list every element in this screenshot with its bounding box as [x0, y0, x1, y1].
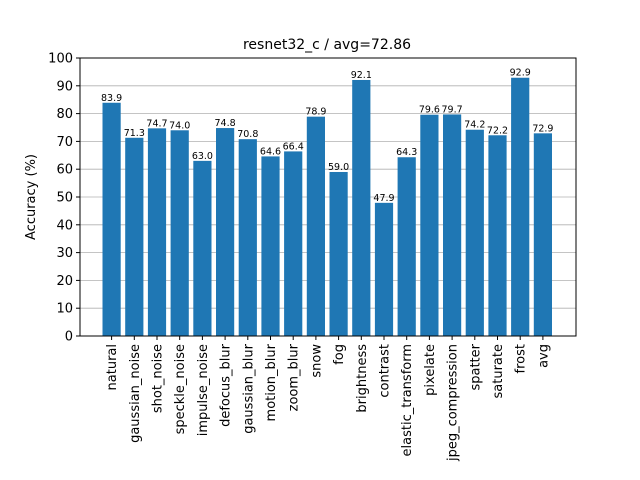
- bar: [329, 171, 348, 336]
- y-tick-label: 40: [56, 218, 73, 233]
- x-tick-label: shot_noise: [151, 344, 166, 413]
- data-label: 59.0: [328, 162, 349, 173]
- data-label: 72.2: [487, 125, 508, 136]
- y-tick-label: 60: [56, 163, 73, 178]
- bar: [511, 77, 530, 336]
- x-axis-ticks: natural gaussian_noise shot_noise speckle_n…: [105, 336, 551, 462]
- bar: [374, 202, 394, 336]
- bar: [420, 114, 439, 336]
- chart-title: resnet32_c / avg=72.86: [243, 37, 411, 53]
- bar: [216, 128, 235, 336]
- y-tick-label: 90: [56, 79, 73, 94]
- x-tick-label: brightness: [355, 344, 370, 413]
- bar: [238, 139, 257, 336]
- y-axis-ticks: 0 10 20 30 40 50 60 70 80 90 100: [48, 52, 80, 345]
- x-tick-label: snow: [309, 344, 324, 378]
- bar: [170, 130, 189, 336]
- x-tick-label: saturate: [491, 344, 506, 398]
- bar: [284, 151, 303, 336]
- x-tick-label: elastic_transform: [400, 344, 415, 456]
- data-label: 79.7: [442, 104, 463, 115]
- x-tick-label: avg: [536, 344, 551, 368]
- data-label: 92.1: [351, 70, 372, 81]
- x-tick-label: defocus_blur: [219, 343, 234, 427]
- bar: [488, 135, 507, 336]
- bar: [147, 128, 167, 336]
- data-label: 66.4: [283, 141, 304, 152]
- x-tick-label: motion_blur: [264, 343, 279, 421]
- data-label: 47.9: [373, 193, 394, 204]
- y-tick-label: 10: [56, 302, 73, 317]
- y-tick-label: 30: [56, 246, 73, 261]
- data-label: 64.6: [260, 146, 281, 157]
- data-labels: 83.9 71.374.7 74.0 63.0 74.870.864.6 66.4 78.9…: [101, 68, 553, 204]
- bars: [102, 77, 552, 337]
- data-label: 92.9: [510, 68, 531, 79]
- y-tick-label: 50: [56, 191, 73, 206]
- data-label: 72.9: [532, 123, 553, 134]
- data-label: 74.2: [464, 120, 485, 131]
- bar: [261, 156, 280, 336]
- data-label: 79.6: [419, 105, 440, 116]
- x-tick-label: spatter: [468, 343, 483, 390]
- bar: [352, 79, 371, 336]
- bar: [102, 102, 121, 337]
- y-tick-label: 80: [56, 107, 73, 122]
- data-label: 64.3: [396, 147, 417, 158]
- x-tick-label: zoom_blur: [287, 343, 302, 411]
- y-tick-label: 0: [65, 330, 73, 345]
- bar: [193, 160, 212, 336]
- data-label: 78.9: [305, 107, 326, 118]
- x-tick-label: impulse_noise: [196, 344, 211, 436]
- bar: [443, 114, 462, 337]
- y-tick-label: 100: [48, 52, 73, 67]
- data-label: 71.3: [124, 128, 145, 139]
- x-tick-label: fog: [332, 344, 347, 365]
- y-tick-label: 70: [56, 135, 73, 150]
- bar: [125, 137, 144, 336]
- data-label: 74.0: [169, 120, 190, 131]
- x-tick-label: pixelate: [423, 344, 438, 396]
- x-tick-label: frost: [514, 344, 529, 373]
- data-label: 70.8: [237, 129, 258, 140]
- bar: [397, 157, 416, 336]
- data-label: 74.8: [215, 118, 236, 129]
- data-label: 83.9: [101, 93, 122, 104]
- bar: [306, 116, 325, 337]
- x-tick-label: contrast: [378, 344, 393, 398]
- x-tick-label: speckle_noise: [173, 344, 188, 434]
- x-tick-label: natural: [105, 344, 120, 390]
- data-label: 63.0: [192, 151, 213, 162]
- y-tick-label: 20: [56, 274, 73, 289]
- bar: [465, 129, 484, 336]
- x-tick-label: jpeg_compression: [446, 344, 461, 462]
- x-tick-label: gaussian_noise: [128, 344, 143, 443]
- bar: [533, 133, 552, 336]
- y-axis-label: Accuracy (%): [24, 154, 39, 240]
- x-tick-label: gaussian_blur: [241, 343, 256, 433]
- data-label: 74.7: [146, 118, 167, 129]
